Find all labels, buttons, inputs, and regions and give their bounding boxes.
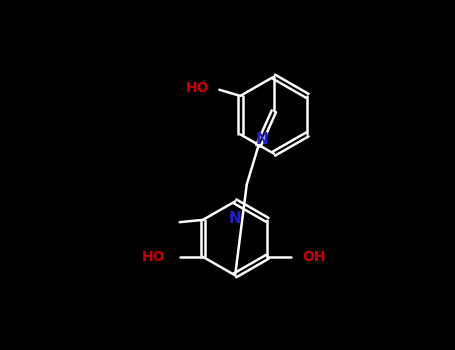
Text: HO: HO bbox=[186, 81, 209, 95]
Text: HO: HO bbox=[142, 250, 166, 264]
Text: N: N bbox=[229, 211, 242, 226]
Text: N: N bbox=[256, 132, 268, 147]
Text: OH: OH bbox=[302, 250, 326, 264]
